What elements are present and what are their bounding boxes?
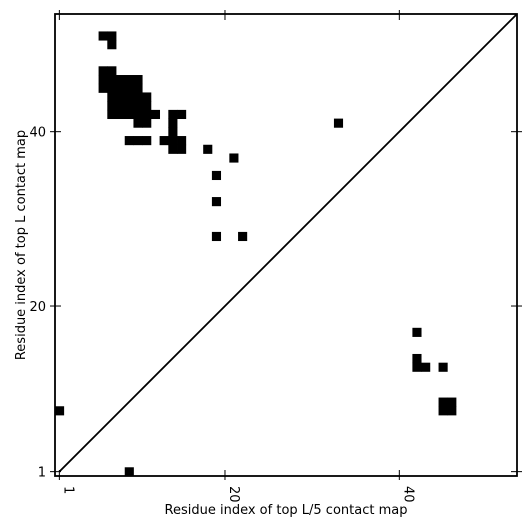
contact-cell-top-l bbox=[159, 136, 169, 146]
contact-cell-top-l bbox=[107, 109, 117, 120]
contact-cell-top-l bbox=[116, 75, 126, 85]
contact-cell-top-l bbox=[168, 109, 178, 120]
contact-cell-top-l bbox=[168, 136, 178, 146]
contact-cell-top-l bbox=[107, 40, 117, 50]
contact-cell-top-l bbox=[211, 170, 222, 181]
contact-cell-top-l bbox=[116, 92, 126, 102]
contact-cell-top-l5 bbox=[438, 397, 448, 407]
contact-cell-top-l bbox=[124, 136, 134, 146]
contact-cell-top-l bbox=[107, 31, 117, 41]
diagonal-line bbox=[58, 13, 518, 473]
x-tick-label: 20 bbox=[226, 486, 241, 503]
contact-cell-top-l bbox=[98, 31, 108, 41]
contact-cell-top-l bbox=[133, 101, 143, 111]
contact-cell-top-l bbox=[142, 92, 152, 102]
contact-cell-top-l bbox=[238, 231, 248, 242]
contact-cell-top-l5 bbox=[447, 397, 457, 407]
contact-cell-top-l bbox=[133, 83, 143, 93]
contact-cell-top-l5 bbox=[124, 467, 134, 477]
contact-cell-top-l bbox=[116, 101, 126, 111]
contact-cell-top-l bbox=[133, 92, 143, 102]
contact-cell-top-l bbox=[124, 101, 134, 111]
contact-cell-top-l bbox=[168, 118, 178, 128]
contact-cell-top-l bbox=[177, 136, 187, 146]
y-axis-label: Residue index of top L contact map bbox=[14, 130, 29, 360]
contact-cell-top-l bbox=[133, 118, 143, 128]
contact-cell-top-l5 bbox=[438, 362, 448, 372]
contact-cell-top-l5 bbox=[421, 362, 431, 372]
contact-cell-top-l bbox=[211, 231, 222, 242]
contact-cell-top-l5 bbox=[447, 406, 457, 416]
contact-cell-top-l bbox=[107, 92, 117, 102]
contact-cell-top-l5 bbox=[412, 327, 422, 337]
contact-cell-top-l5 bbox=[412, 362, 422, 372]
contact-cell-top-l5 bbox=[55, 406, 65, 416]
y-tick-label: 1 bbox=[38, 466, 46, 481]
contact-cell-top-l bbox=[142, 101, 152, 111]
contact-cell-top-l bbox=[107, 75, 117, 85]
contact-cell-top-l bbox=[142, 136, 152, 146]
contact-cell-top-l5 bbox=[412, 353, 422, 364]
contact-cell-top-l bbox=[177, 109, 187, 120]
y-tick-label: 40 bbox=[29, 126, 46, 141]
contact-cell-top-l bbox=[333, 118, 344, 128]
contact-cell-top-l bbox=[124, 109, 134, 120]
contact-cell-top-l bbox=[107, 101, 117, 111]
contact-cell-top-l bbox=[124, 92, 134, 102]
contact-cell-top-l bbox=[177, 144, 187, 154]
contact-cell-top-l bbox=[107, 83, 117, 93]
contact-cell-top-l bbox=[168, 144, 178, 154]
contact-cells bbox=[55, 31, 457, 477]
contact-cell-top-l5 bbox=[438, 406, 448, 416]
x-tick-label: 1 bbox=[60, 486, 75, 494]
contact-cell-top-l bbox=[168, 127, 178, 137]
contact-cell-top-l bbox=[133, 136, 143, 146]
contact-cell-top-l bbox=[124, 75, 134, 85]
contact-cell-top-l bbox=[142, 109, 152, 120]
contact-cell-top-l bbox=[133, 109, 143, 120]
contact-cell-top-l bbox=[211, 197, 222, 207]
contact-cell-top-l bbox=[98, 83, 108, 93]
contact-cell-top-l bbox=[98, 66, 108, 76]
contact-cell-top-l bbox=[116, 109, 126, 120]
contact-cell-top-l bbox=[133, 75, 143, 85]
x-axis-label: Residue index of top L/5 contact map bbox=[165, 503, 408, 518]
contact-cell-top-l bbox=[107, 66, 117, 76]
contact-cell-top-l bbox=[142, 118, 152, 128]
y-tick-label: 20 bbox=[29, 300, 46, 315]
contact-cell-top-l bbox=[98, 75, 108, 85]
contact-cell-top-l bbox=[116, 83, 126, 93]
plot-area-frame bbox=[54, 13, 518, 477]
contact-cell-top-l bbox=[229, 153, 239, 163]
x-tick-label: 40 bbox=[400, 486, 415, 503]
contact-cell-top-l bbox=[150, 109, 161, 120]
contact-cell-top-l bbox=[203, 144, 213, 154]
contact-cell-top-l bbox=[124, 83, 134, 93]
